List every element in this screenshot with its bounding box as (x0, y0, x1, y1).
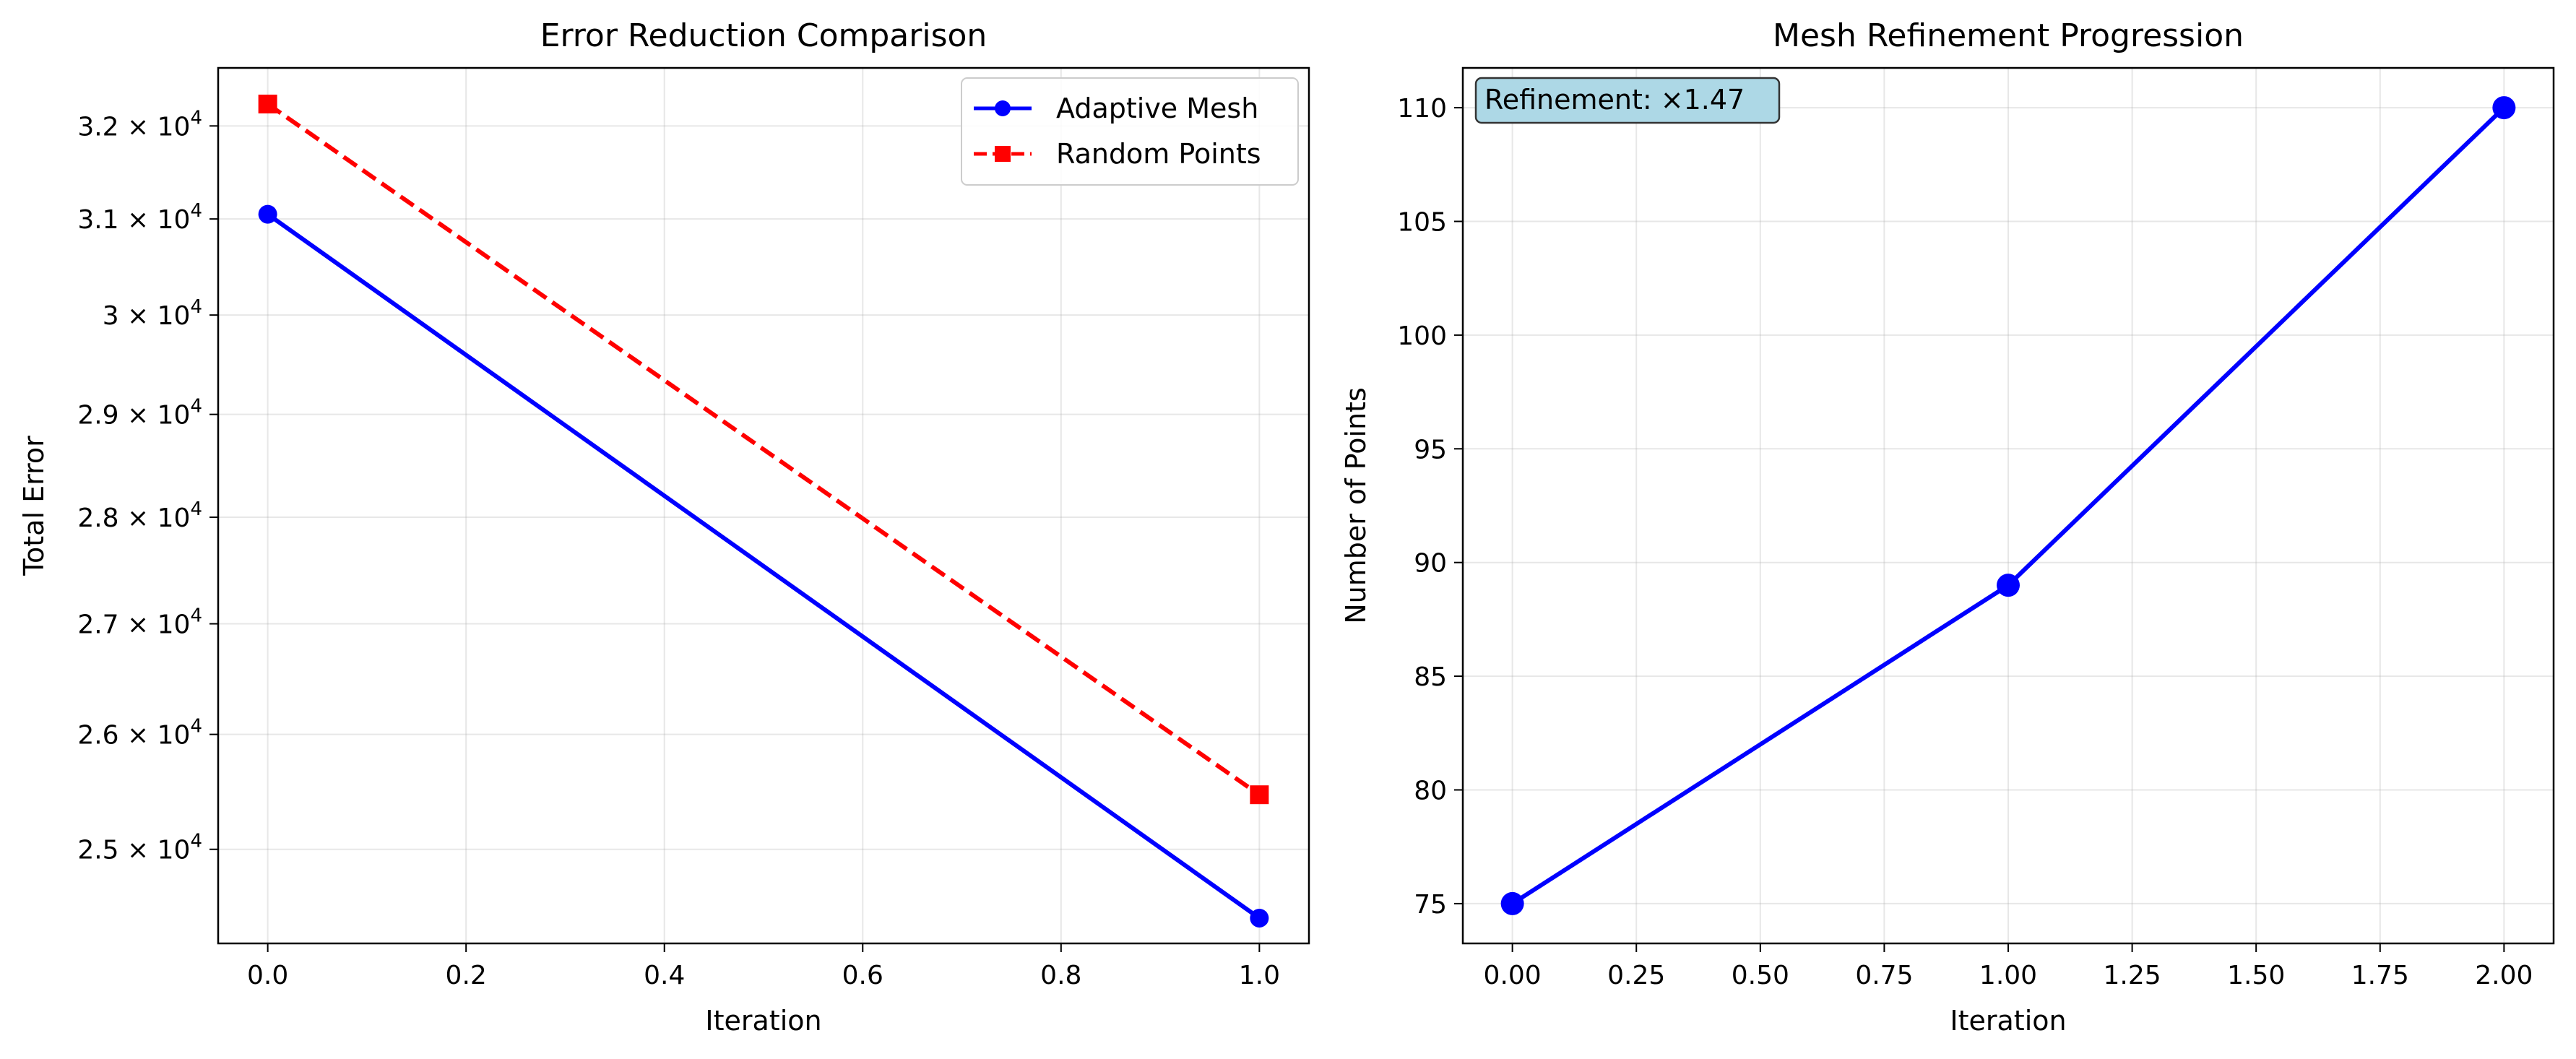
data-point (1250, 908, 1269, 928)
x-tick-label: 0.0 (247, 961, 288, 990)
y-tick-label: 2.7 × 104 (77, 605, 202, 640)
series-line-0 (266, 212, 1261, 920)
y-tick-label: 3.2 × 104 (77, 107, 202, 142)
x-tick-label: 0.75 (1855, 961, 1913, 990)
legend-marker-adaptive-mesh (995, 100, 1011, 116)
y-axis-label: Number of Points (1340, 387, 1372, 624)
series-layer (1500, 96, 2516, 915)
x-tick-label: 1.25 (2104, 961, 2161, 990)
x-tick-label: 1.75 (2351, 961, 2409, 990)
chart-error-reduction: 0.0 0.2 0.4 0.6 0.8 1.0 2.5 × 104 2.6 × 104 2.7… (18, 17, 1310, 1037)
y-tick-label: 80 (1414, 777, 1447, 806)
data-point (1500, 891, 1524, 915)
x-tick-label: 0.25 (1607, 961, 1665, 990)
y-ticks: 75 80 85 90 95 100 105 110 (1397, 94, 1463, 920)
y-ticks: 2.5 × 104 2.6 × 104 2.7 × 104 2.8 × 104 2.9 … (77, 107, 218, 865)
x-tick-label: 1.50 (2227, 961, 2285, 990)
grid (1463, 68, 2554, 943)
y-axis-label: Total Error (18, 436, 50, 576)
y-tick-label: 2.9 × 104 (77, 396, 202, 431)
y-tick-label: 100 (1397, 321, 1447, 351)
y-tick-label: 3 × 104 (103, 296, 202, 331)
x-tick-label: 1.0 (1239, 961, 1280, 990)
y-tick-label: 95 (1414, 435, 1447, 464)
annotation-text: Refinement: ×1.47 (1484, 84, 1745, 116)
data-point (1997, 574, 2020, 597)
x-tick-label: 0.6 (842, 961, 883, 990)
x-tick-label: 0.00 (1484, 961, 1542, 990)
x-ticks: 0.00 0.25 0.50 0.75 1.00 1.25 1.50 1.75 2.00 (1484, 943, 2533, 990)
data-point (258, 204, 277, 224)
annotation-box: Refinement: ×1.47 (1474, 77, 1781, 124)
legend-marker-random-points (995, 146, 1011, 162)
series-layer (258, 95, 1269, 928)
legend: Adaptive Mesh Random Points (961, 77, 1299, 186)
x-axis-label: Iteration (1950, 1005, 2066, 1037)
x-tick-label: 1.00 (1979, 961, 2037, 990)
chart-title: Error Reduction Comparison (540, 17, 987, 54)
plot-area (1463, 68, 2554, 943)
data-point (1250, 785, 1269, 805)
chart-mesh-refinement: 0.00 0.25 0.50 0.75 1.00 1.25 1.50 1.75 2.00 75 8… (1340, 17, 2555, 1037)
y-tick-label: 2.8 × 104 (77, 498, 202, 533)
x-tick-label: 0.8 (1040, 961, 1081, 990)
legend-label-adaptive-mesh: Adaptive Mesh (1056, 92, 1258, 124)
y-tick-label: 90 (1414, 549, 1447, 579)
data-point (258, 95, 277, 114)
x-tick-label: 0.2 (446, 961, 487, 990)
x-tick-label: 2.00 (2475, 961, 2533, 990)
legend-entry-adaptive-mesh: Adaptive Mesh (974, 92, 1258, 124)
legend-entry-random-points: Random Points (974, 138, 1261, 170)
chart-title: Mesh Refinement Progression (1773, 17, 2244, 54)
annotation-background (1474, 77, 1781, 124)
y-tick-label: 2.6 × 104 (77, 716, 202, 751)
legend-label-random-points: Random Points (1056, 138, 1261, 170)
x-tick-label: 0.50 (1732, 961, 1789, 990)
x-tick-label: 0.4 (644, 961, 685, 990)
y-tick-label: 110 (1397, 94, 1447, 124)
series-line-1 (266, 102, 1261, 797)
y-tick-label: 105 (1397, 207, 1447, 237)
legend-box (961, 77, 1299, 186)
x-ticks: 0.0 0.2 0.4 0.6 0.8 1.0 (247, 943, 1280, 990)
plot-frame (217, 66, 1310, 945)
y-tick-label: 85 (1414, 662, 1447, 692)
x-axis-label: Iteration (705, 1005, 821, 1037)
y-tick-label: 2.5 × 104 (77, 831, 202, 865)
data-point (2492, 96, 2516, 120)
y-tick-label: 3.1 × 104 (77, 200, 202, 235)
plot-area (218, 68, 1309, 943)
y-tick-label: 75 (1414, 890, 1447, 920)
